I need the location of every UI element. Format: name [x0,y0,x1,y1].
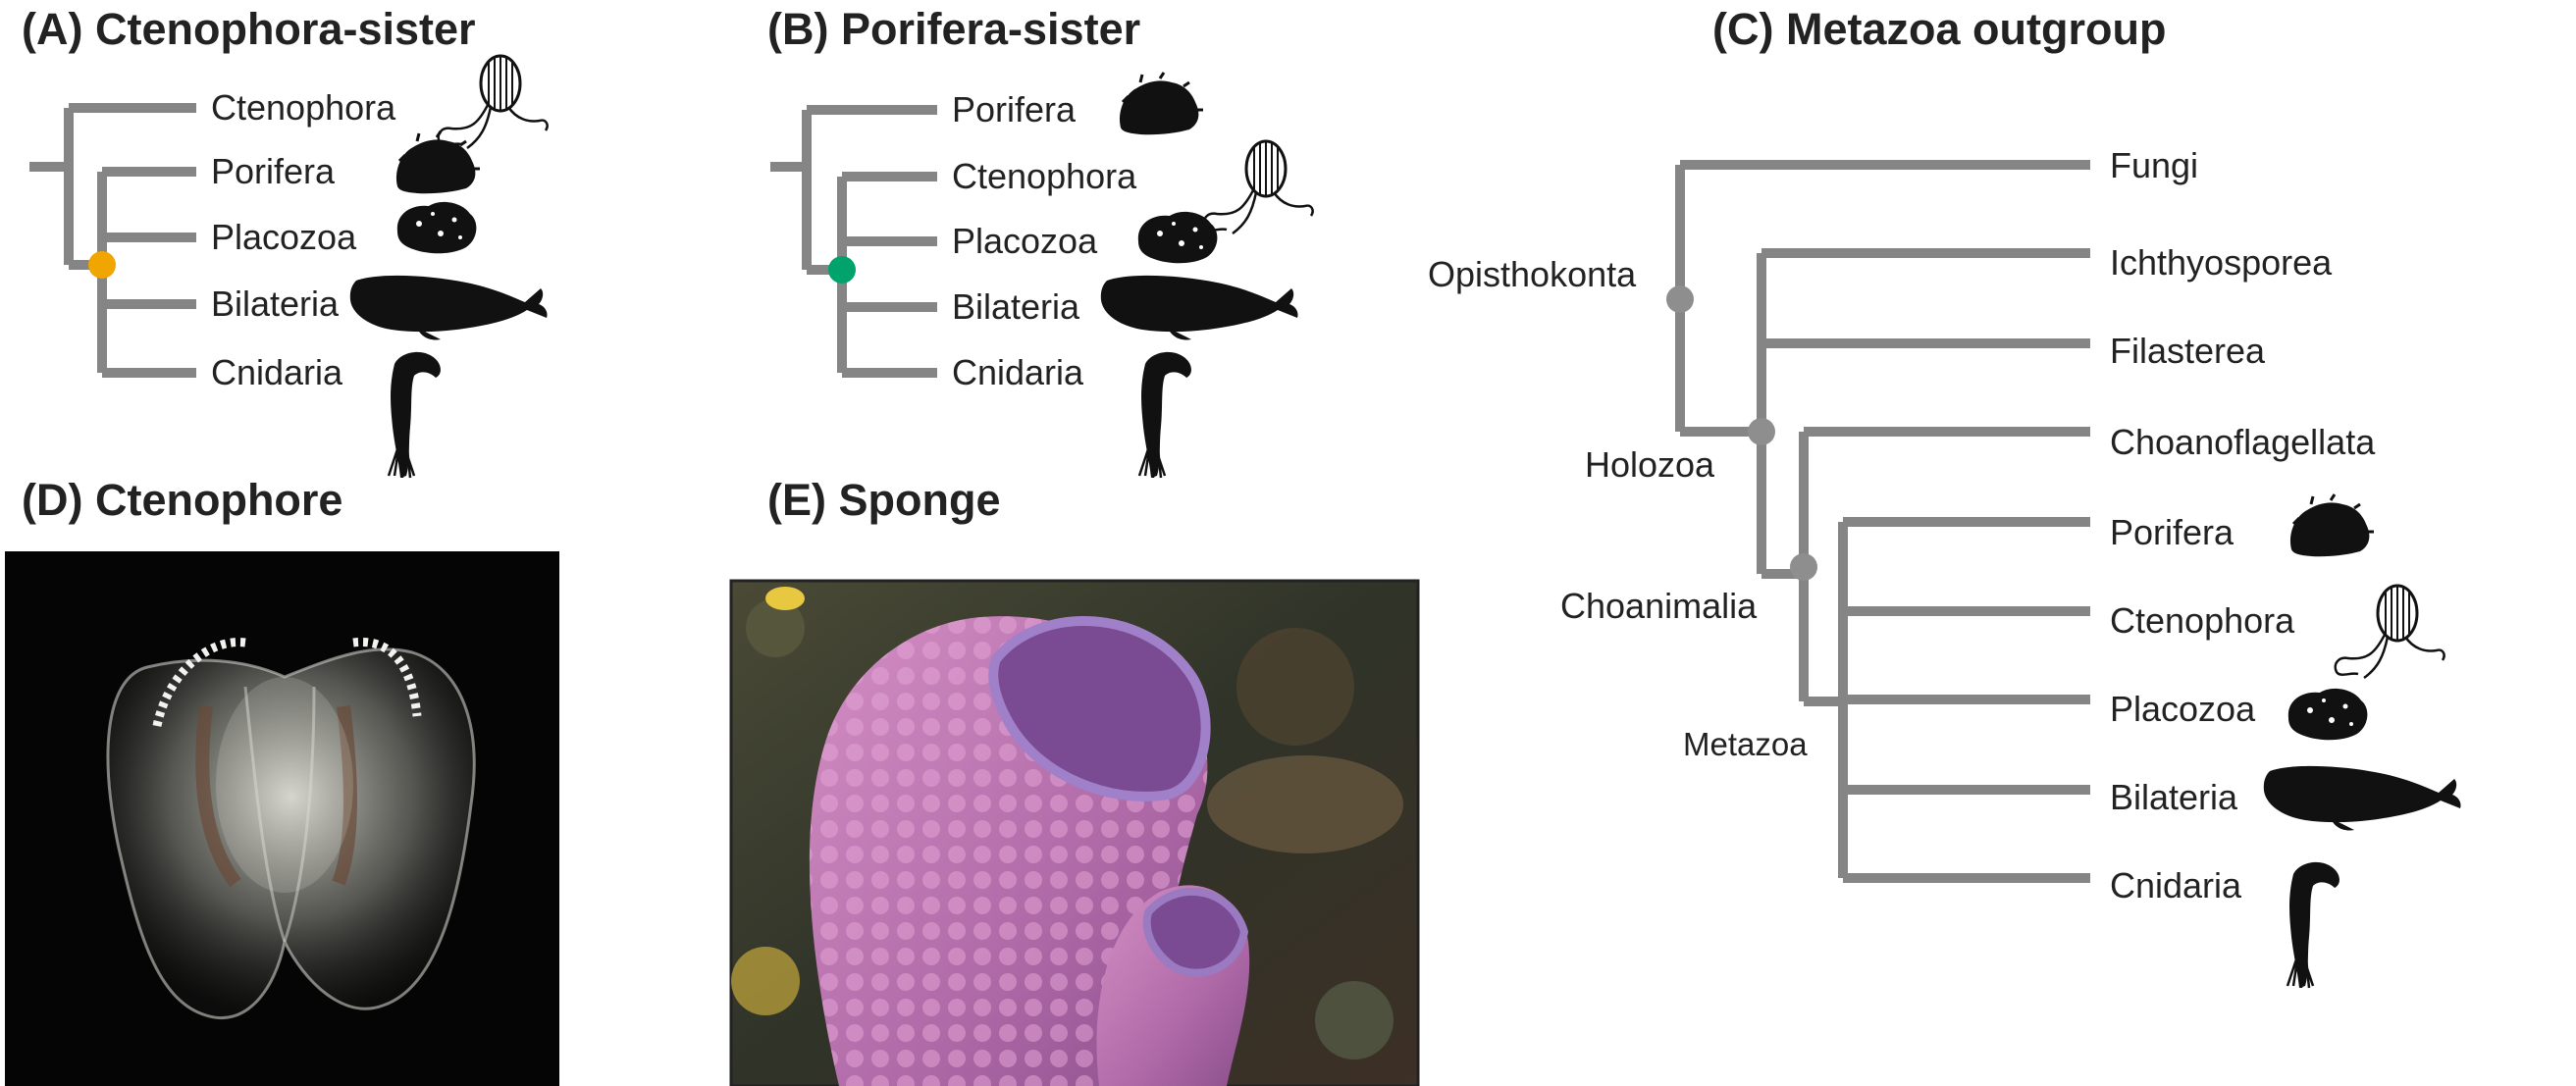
panel-a-taxon: Placozoa [211,217,357,257]
comb-jelly-icon [1202,139,1315,235]
panel-d-title: (D) Ctenophore [22,475,342,525]
clade-label-holozoa: Holozoa [1585,444,1715,485]
panel-c-title: (C) Metazoa outgroup [1712,4,2166,54]
opisthokonta-node [1666,285,1694,313]
cnidarian-icon [387,350,443,480]
cnidarian-icon [2286,860,2341,990]
whale-icon [349,275,548,340]
cnidarian-icon [1137,350,1193,480]
clade-label-choanimalia: Choanimalia [1560,586,1758,626]
panel-c: (C) Metazoa outgroup Fung [1428,4,2461,990]
panel-c-taxon: Ichthyosporea [2110,242,2333,283]
whale-icon [2263,765,2461,831]
panel-c-taxon: Placozoa [2110,689,2256,729]
panel-b-taxon: Placozoa [952,221,1098,261]
panel-b-taxon: Cnidaria [952,352,1084,392]
placozoan-icon [396,201,477,254]
panel-c-taxon: Fungi [2110,145,2198,185]
panel-e-title: (E) Sponge [767,475,1000,525]
panel-b-tree [770,105,937,378]
panel-d: (D) Ctenophore [5,475,559,1086]
whale-icon [1100,275,1298,340]
placozoan-icon [2287,688,2368,741]
panel-c-taxon: Choanoflagellata [2110,422,2376,462]
choanimalia-node [1790,553,1817,581]
panel-b-taxon: Porifera [952,89,1077,129]
placozoan-icon [1137,211,1218,264]
panel-c-taxon: Bilateria [2110,777,2238,817]
sponge-photo [729,579,1420,1086]
panel-c-taxon: Ctenophora [2110,600,2295,641]
sponge-icon [2288,492,2376,558]
sponge-icon [1118,71,1205,136]
panel-b-title: (B) Porifera-sister [767,4,1140,54]
clade-label-opisthokonta: Opisthokonta [1428,254,1637,294]
panel-b: (B) Porifera-sister Porifera Ctenophora … [767,4,1315,480]
panel-a-title: (A) Ctenophora-sister [22,4,476,54]
ctenophore-photo [5,551,559,1086]
panel-a-root-node [88,251,116,279]
panel-a: (A) Ctenophora-sister Ctenophora Porifer… [22,4,550,480]
panel-a-tree [29,103,196,378]
panel-c-taxon: Porifera [2110,512,2234,552]
comb-jelly-icon [2334,584,2446,680]
panel-a-taxon: Cnidaria [211,352,343,392]
panel-e: (E) Sponge [729,475,1420,1086]
panel-a-taxon: Ctenophora [211,87,396,128]
panel-c-taxon: Filasterea [2110,331,2266,371]
panel-c-taxon: Cnidaria [2110,865,2242,905]
panel-c-tree [1666,160,2090,883]
holozoa-node [1748,418,1775,445]
panel-b-taxon: Bilateria [952,286,1080,327]
clade-label-metazoa: Metazoa [1683,726,1808,762]
comb-jelly-icon [437,54,550,150]
panel-b-root-node [828,256,856,284]
panel-b-taxon: Ctenophora [952,156,1137,196]
sponge-icon [394,129,482,195]
panel-a-taxon: Porifera [211,151,336,191]
panel-a-taxon: Bilateria [211,284,340,324]
